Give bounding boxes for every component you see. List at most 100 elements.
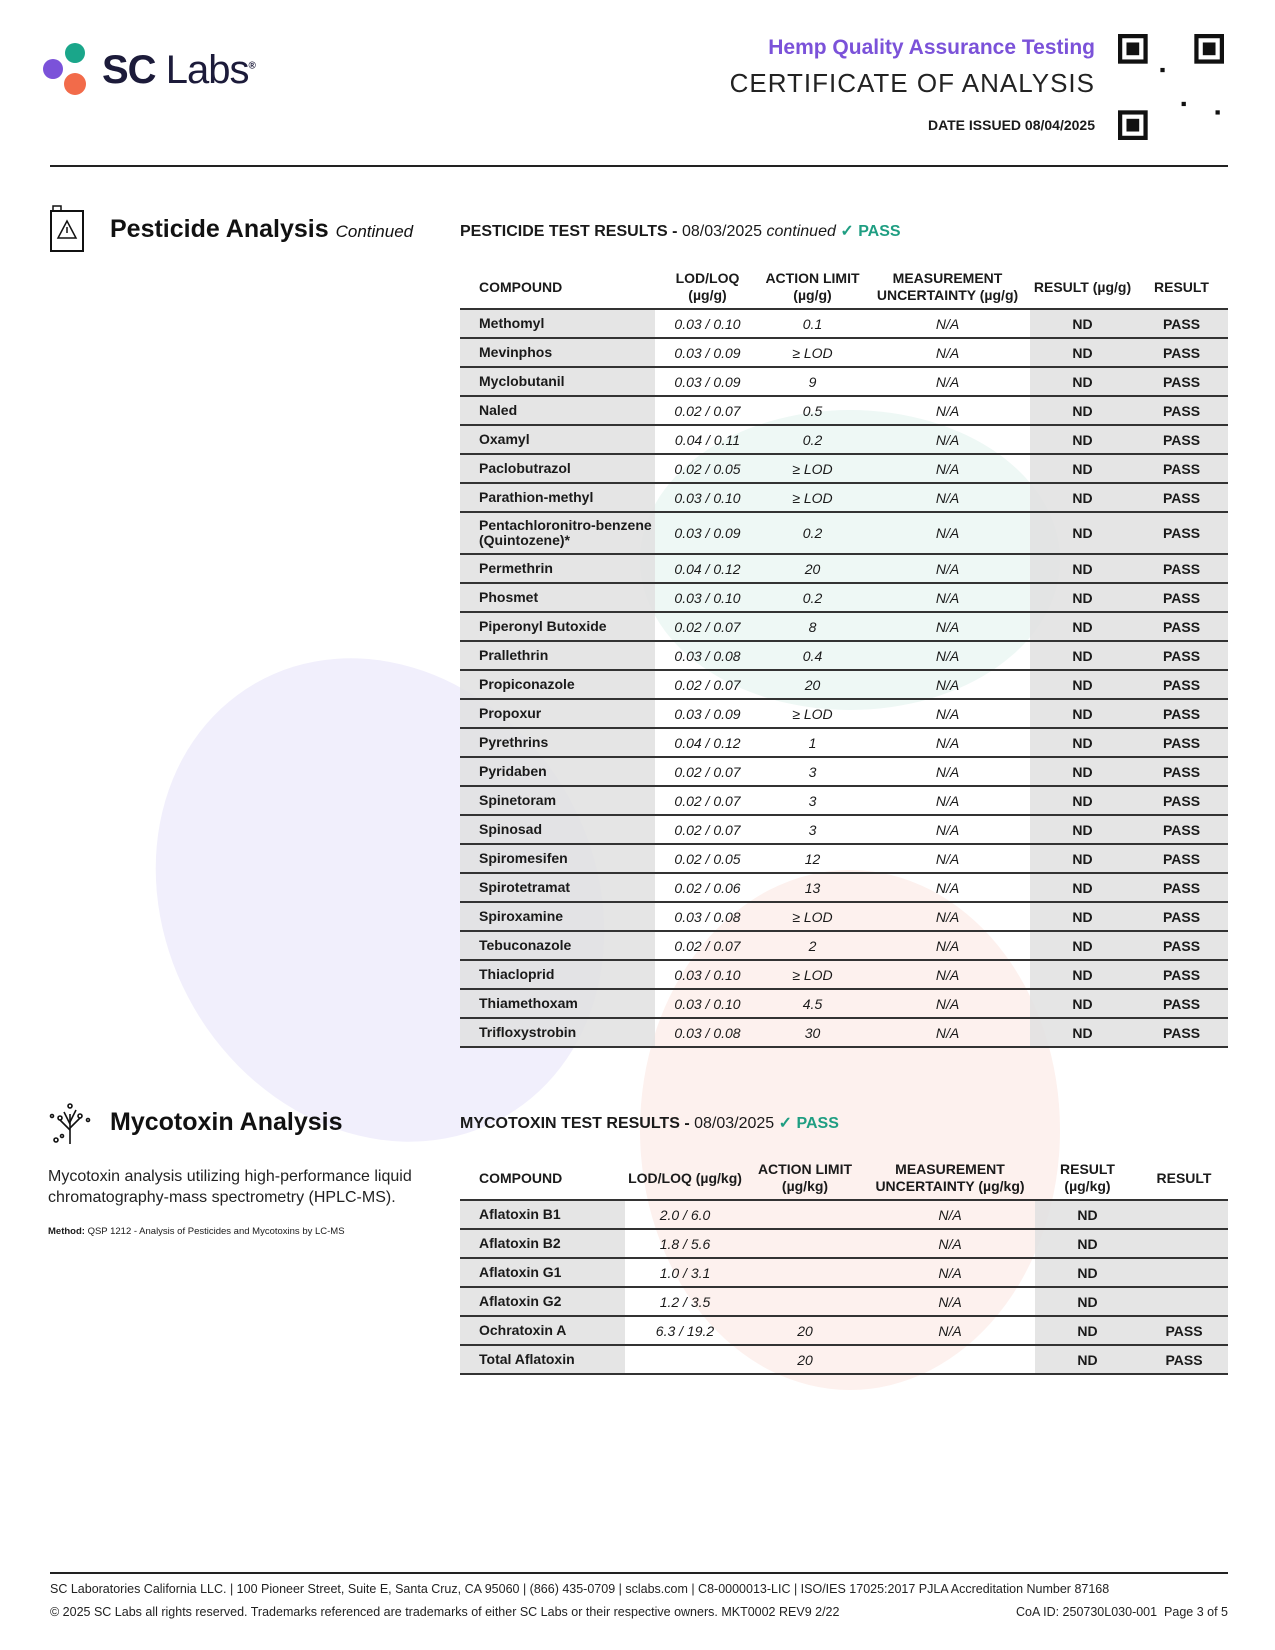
- sc-labs-logo: SC Labs®: [42, 42, 256, 98]
- table-cell: 0.04 / 0.12: [655, 728, 760, 758]
- table-cell: 4.5: [760, 989, 865, 1019]
- table-cell: PASS: [1135, 786, 1228, 816]
- table-cell: Trifloxystrobin: [460, 1018, 655, 1048]
- table-cell: Thiacloprid: [460, 960, 655, 990]
- table-cell: N/A: [865, 554, 1030, 584]
- table-cell: [1140, 1258, 1228, 1288]
- table-cell: 20: [745, 1316, 865, 1346]
- table-cell: 0.03 / 0.08: [655, 1018, 760, 1048]
- table-cell: ND: [1030, 367, 1135, 397]
- table-cell: 3: [760, 815, 865, 845]
- table-cell: Spinosad: [460, 815, 655, 845]
- table-cell: ND: [1035, 1229, 1140, 1259]
- table-cell: ND: [1035, 1316, 1140, 1346]
- table-cell: ND: [1030, 309, 1135, 339]
- table-cell: ND: [1030, 483, 1135, 513]
- table-cell: 0.03 / 0.09: [655, 699, 760, 729]
- table-cell: 0.03 / 0.10: [655, 483, 760, 513]
- table-cell: 3: [760, 757, 865, 787]
- table-cell: PASS: [1135, 699, 1228, 729]
- column-header: ACTION LIMIT (µg/kg): [745, 1157, 865, 1201]
- table-cell: Spiroxamine: [460, 902, 655, 932]
- table-cell: ND: [1030, 844, 1135, 874]
- table-cell: 0.2: [760, 583, 865, 613]
- mycotoxin-mold-icon: [49, 1103, 91, 1144]
- table-cell: Mevinphos: [460, 338, 655, 368]
- pesticide-table-title: PESTICIDE TEST RESULTS - 08/03/2025 cont…: [460, 223, 901, 240]
- table-row: Trifloxystrobin 0.03 / 0.08 30 N/A ND PASS: [460, 1018, 1228, 1048]
- table-cell: Pentachloronitro-benzene (Quintozene)*: [460, 512, 655, 555]
- table-cell: ND: [1035, 1345, 1140, 1375]
- table-cell: N/A: [865, 1018, 1030, 1048]
- table-cell: 9: [760, 367, 865, 397]
- logo-wordmark: SC Labs®: [102, 47, 256, 92]
- table-cell: Methomyl: [460, 309, 655, 339]
- column-header: ACTION LIMIT (µg/g): [760, 266, 865, 310]
- table-cell: ND: [1030, 396, 1135, 426]
- table-cell: PASS: [1135, 512, 1228, 555]
- table-cell: [745, 1200, 865, 1230]
- table-row: Aflatoxin B2 1.8 / 5.6 N/A ND: [460, 1229, 1228, 1259]
- table-cell: 2.0 / 6.0: [625, 1200, 745, 1230]
- table-cell: ND: [1030, 728, 1135, 758]
- table-cell: 0.03 / 0.10: [655, 989, 760, 1019]
- table-cell: ≥ LOD: [760, 699, 865, 729]
- table-cell: 6.3 / 19.2: [625, 1316, 745, 1346]
- table-cell: N/A: [865, 1229, 1035, 1259]
- table-cell: PASS: [1135, 902, 1228, 932]
- table-cell: ND: [1030, 554, 1135, 584]
- column-header: MEASUREMENT UNCERTAINTY (µg/g): [865, 266, 1030, 310]
- table-cell: N/A: [865, 699, 1030, 729]
- table-cell: Spinetoram: [460, 786, 655, 816]
- table-cell: Naled: [460, 396, 655, 426]
- pesticide-results-table: COMPOUND LOD/LOQ (µg/g) ACTION LIMIT (µg/g…: [460, 266, 1228, 1048]
- table-row: Permethrin 0.04 / 0.12 20 N/A ND PASS: [460, 554, 1228, 584]
- table-cell: 0.5: [760, 396, 865, 426]
- table-row: Mevinphos 0.03 / 0.09 ≥ LOD N/A ND PASS: [460, 338, 1228, 368]
- table-cell: N/A: [865, 844, 1030, 874]
- table-cell: 20: [760, 670, 865, 700]
- table-cell: Pyridaben: [460, 757, 655, 787]
- table-cell: 1.2 / 3.5: [625, 1287, 745, 1317]
- table-cell: N/A: [865, 309, 1030, 339]
- table-cell: Thiamethoxam: [460, 989, 655, 1019]
- table-cell: ≥ LOD: [760, 454, 865, 484]
- table-cell: PASS: [1140, 1316, 1228, 1346]
- check-circle-icon: ✓: [778, 1115, 793, 1132]
- mycotoxin-info: Mycotoxin analysis utilizing high-perfor…: [48, 1166, 433, 1239]
- table-cell: Aflatoxin G1: [460, 1258, 625, 1288]
- table-row: Thiamethoxam 0.03 / 0.10 4.5 N/A ND PASS: [460, 989, 1228, 1019]
- pass-badge: ✓ PASS: [778, 1115, 839, 1132]
- table-cell: PASS: [1135, 670, 1228, 700]
- method-note: Method: QSP 1212 - Analysis of Pesticide…: [48, 1226, 345, 1237]
- table-cell: N/A: [865, 728, 1030, 758]
- table-cell: 0.02 / 0.07: [655, 931, 760, 961]
- date-issued: DATE ISSUED 08/04/2025: [927, 117, 1095, 133]
- table-cell: [625, 1345, 745, 1375]
- table-cell: PASS: [1135, 483, 1228, 513]
- table-cell: PASS: [1135, 989, 1228, 1019]
- document-subtitle: Hemp Quality Assurance Testing: [768, 36, 1095, 59]
- mycotoxin-table-title: MYCOTOXIN TEST RESULTS - 08/03/2025 ✓ PA…: [460, 1115, 839, 1132]
- check-circle-icon: ✓: [840, 223, 854, 240]
- table-cell: Total Aflatoxin: [460, 1345, 625, 1375]
- table-cell: N/A: [865, 1258, 1035, 1288]
- table-row: Spirotetramat 0.02 / 0.06 13 N/A ND PASS: [460, 873, 1228, 903]
- table-cell: 20: [760, 554, 865, 584]
- table-cell: [745, 1287, 865, 1317]
- table-cell: ND: [1030, 699, 1135, 729]
- table-header-row: COMPOUND LOD/LOQ (µg/g) ACTION LIMIT (µg/g…: [460, 266, 1228, 310]
- footer-divider: [50, 1572, 1228, 1574]
- table-cell: PASS: [1135, 960, 1228, 990]
- table-cell: N/A: [865, 1200, 1035, 1230]
- table-row: Spiromesifen 0.02 / 0.05 12 N/A ND PASS: [460, 844, 1228, 874]
- table-cell: PASS: [1135, 815, 1228, 845]
- table-row: Methomyl 0.03 / 0.10 0.1 N/A ND PASS: [460, 309, 1228, 339]
- table-cell: N/A: [865, 367, 1030, 397]
- table-row: Tebuconazole 0.02 / 0.07 2 N/A ND PASS: [460, 931, 1228, 961]
- table-cell: 0.03 / 0.09: [655, 367, 760, 397]
- table-cell: Pyrethrins: [460, 728, 655, 758]
- table-cell: PASS: [1135, 757, 1228, 787]
- table-cell: PASS: [1140, 1345, 1228, 1375]
- table-row: Paclobutrazol 0.02 / 0.05 ≥ LOD N/A ND PASS: [460, 454, 1228, 484]
